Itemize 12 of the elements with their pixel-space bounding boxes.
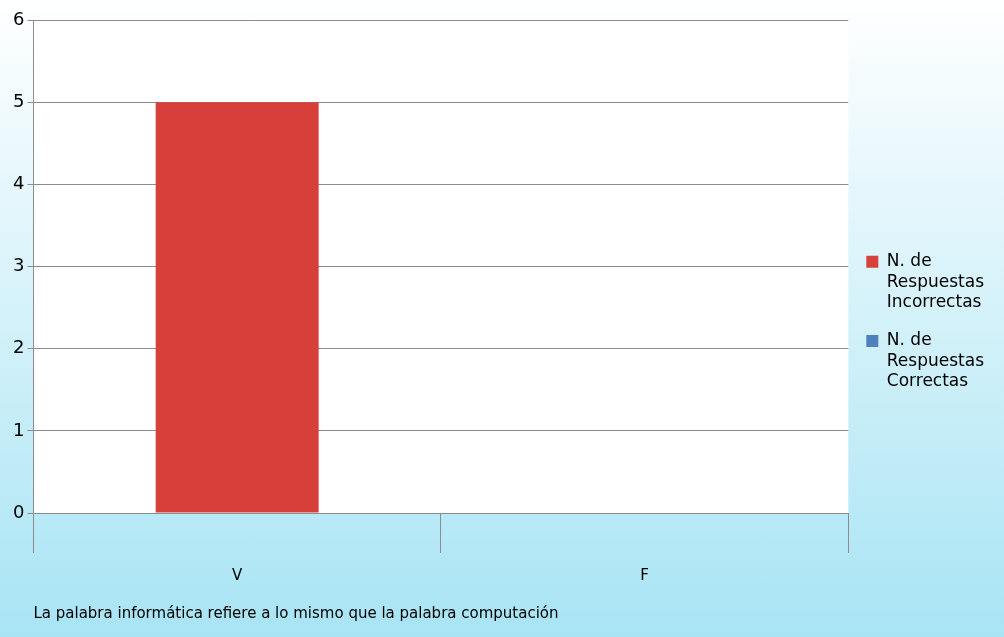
legend-label: N. de Respuestas Correctas [886,329,985,391]
y-tick-label: 6 [13,7,25,29]
legend-label: N. de Respuestas Incorrectas [886,250,985,312]
x-tick-label: F [640,565,649,584]
y-tick-label: 4 [13,172,25,194]
x-axis-title: La palabra informática refiere a lo mismo que la palabra computación [33,603,559,622]
y-tick-label: 5 [13,89,25,111]
y-tick-label: 2 [13,336,25,358]
y-tick-label: 3 [13,254,25,276]
x-tick-label: V [232,565,244,584]
y-tick-label: 1 [13,418,25,440]
y-tick-label: 0 [13,500,25,522]
